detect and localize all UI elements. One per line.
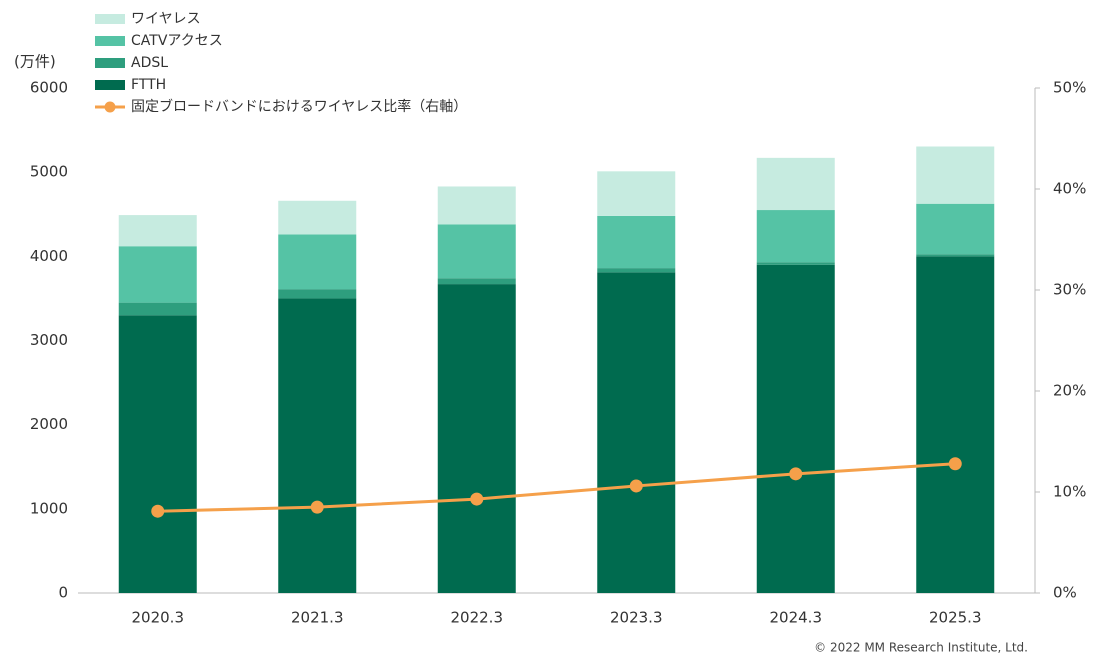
x-tick-label: 2024.3: [770, 609, 823, 627]
bar-segment: [597, 171, 676, 216]
y-tick-label: 4000: [30, 247, 68, 265]
bar-segment: [118, 246, 197, 303]
bar-segment: [278, 234, 357, 290]
bar-segment: [597, 268, 676, 273]
bar-segment: [118, 215, 197, 247]
y2-tick-label: 40%: [1053, 180, 1086, 198]
bar-segment: [756, 157, 835, 211]
y-tick-label: 0: [58, 584, 68, 602]
copyright-note: © 2022 MM Research Institute, Ltd.: [814, 641, 1028, 655]
y-tick-label: 1000: [30, 499, 68, 517]
bar-segment: [278, 289, 357, 299]
legend: ワイヤレス CATVアクセス ADSL FTTH 固定ブロードバンドにおけるワイヤレス比…: [95, 11, 467, 115]
y-axis-label: (万件): [14, 53, 56, 71]
legend-label: CATVアクセス: [131, 33, 223, 49]
y2-tick-label: 0%: [1053, 584, 1077, 602]
line-point: [948, 457, 962, 471]
x-tick-label: 2025.3: [929, 609, 982, 627]
bar-segment: [437, 224, 516, 279]
bar-segment: [916, 146, 995, 204]
legend-swatch: [95, 58, 125, 68]
legend-swatch: [95, 80, 125, 90]
bar-segment: [597, 215, 676, 269]
legend-swatch: [95, 36, 125, 46]
x-tick-label: 2021.3: [291, 609, 344, 627]
line-point: [310, 500, 324, 514]
y-tick-label: 6000: [30, 79, 68, 97]
legend-label: ワイヤレス: [131, 11, 201, 27]
legend-label: 固定ブロードバンドにおけるワイヤレス比率（右軸）: [131, 98, 467, 115]
bar-segment: [278, 298, 357, 593]
x-tick-label: 2023.3: [610, 609, 663, 627]
line-series: [157, 462, 956, 513]
y-tick-label: 5000: [30, 163, 68, 181]
y2-tick-label: 50%: [1053, 79, 1086, 97]
bar-segment: [916, 203, 995, 255]
line-point: [151, 504, 165, 518]
bar-segment: [437, 278, 516, 285]
bar-segment: [437, 186, 516, 225]
bar-segment: [118, 302, 197, 316]
bar-segment: [756, 262, 835, 265]
x-tick-label: 2022.3: [451, 609, 504, 627]
bar-segment: [437, 284, 516, 593]
bar-segment: [278, 200, 357, 235]
y2-tick-label: 20%: [1053, 382, 1086, 400]
bar-segment: [118, 315, 197, 593]
legend-swatch: [95, 14, 125, 24]
line-point: [629, 479, 643, 493]
y2-tick-label: 10%: [1053, 483, 1086, 501]
bar-segment: [916, 254, 995, 257]
x-tick-label: 2020.3: [132, 609, 185, 627]
y-tick-label: 3000: [30, 331, 68, 349]
line-point: [470, 492, 484, 506]
bar-segment: [597, 272, 676, 593]
legend-label: FTTH: [131, 77, 166, 93]
bar-segment: [916, 256, 995, 593]
legend-label: ADSL: [131, 55, 168, 71]
y2-tick-label: 30%: [1053, 281, 1086, 299]
bar-segment: [756, 210, 835, 263]
line-point: [789, 467, 803, 481]
legend-marker: [104, 101, 116, 113]
bar-segment: [756, 264, 835, 593]
y-tick-label: 2000: [30, 415, 68, 433]
